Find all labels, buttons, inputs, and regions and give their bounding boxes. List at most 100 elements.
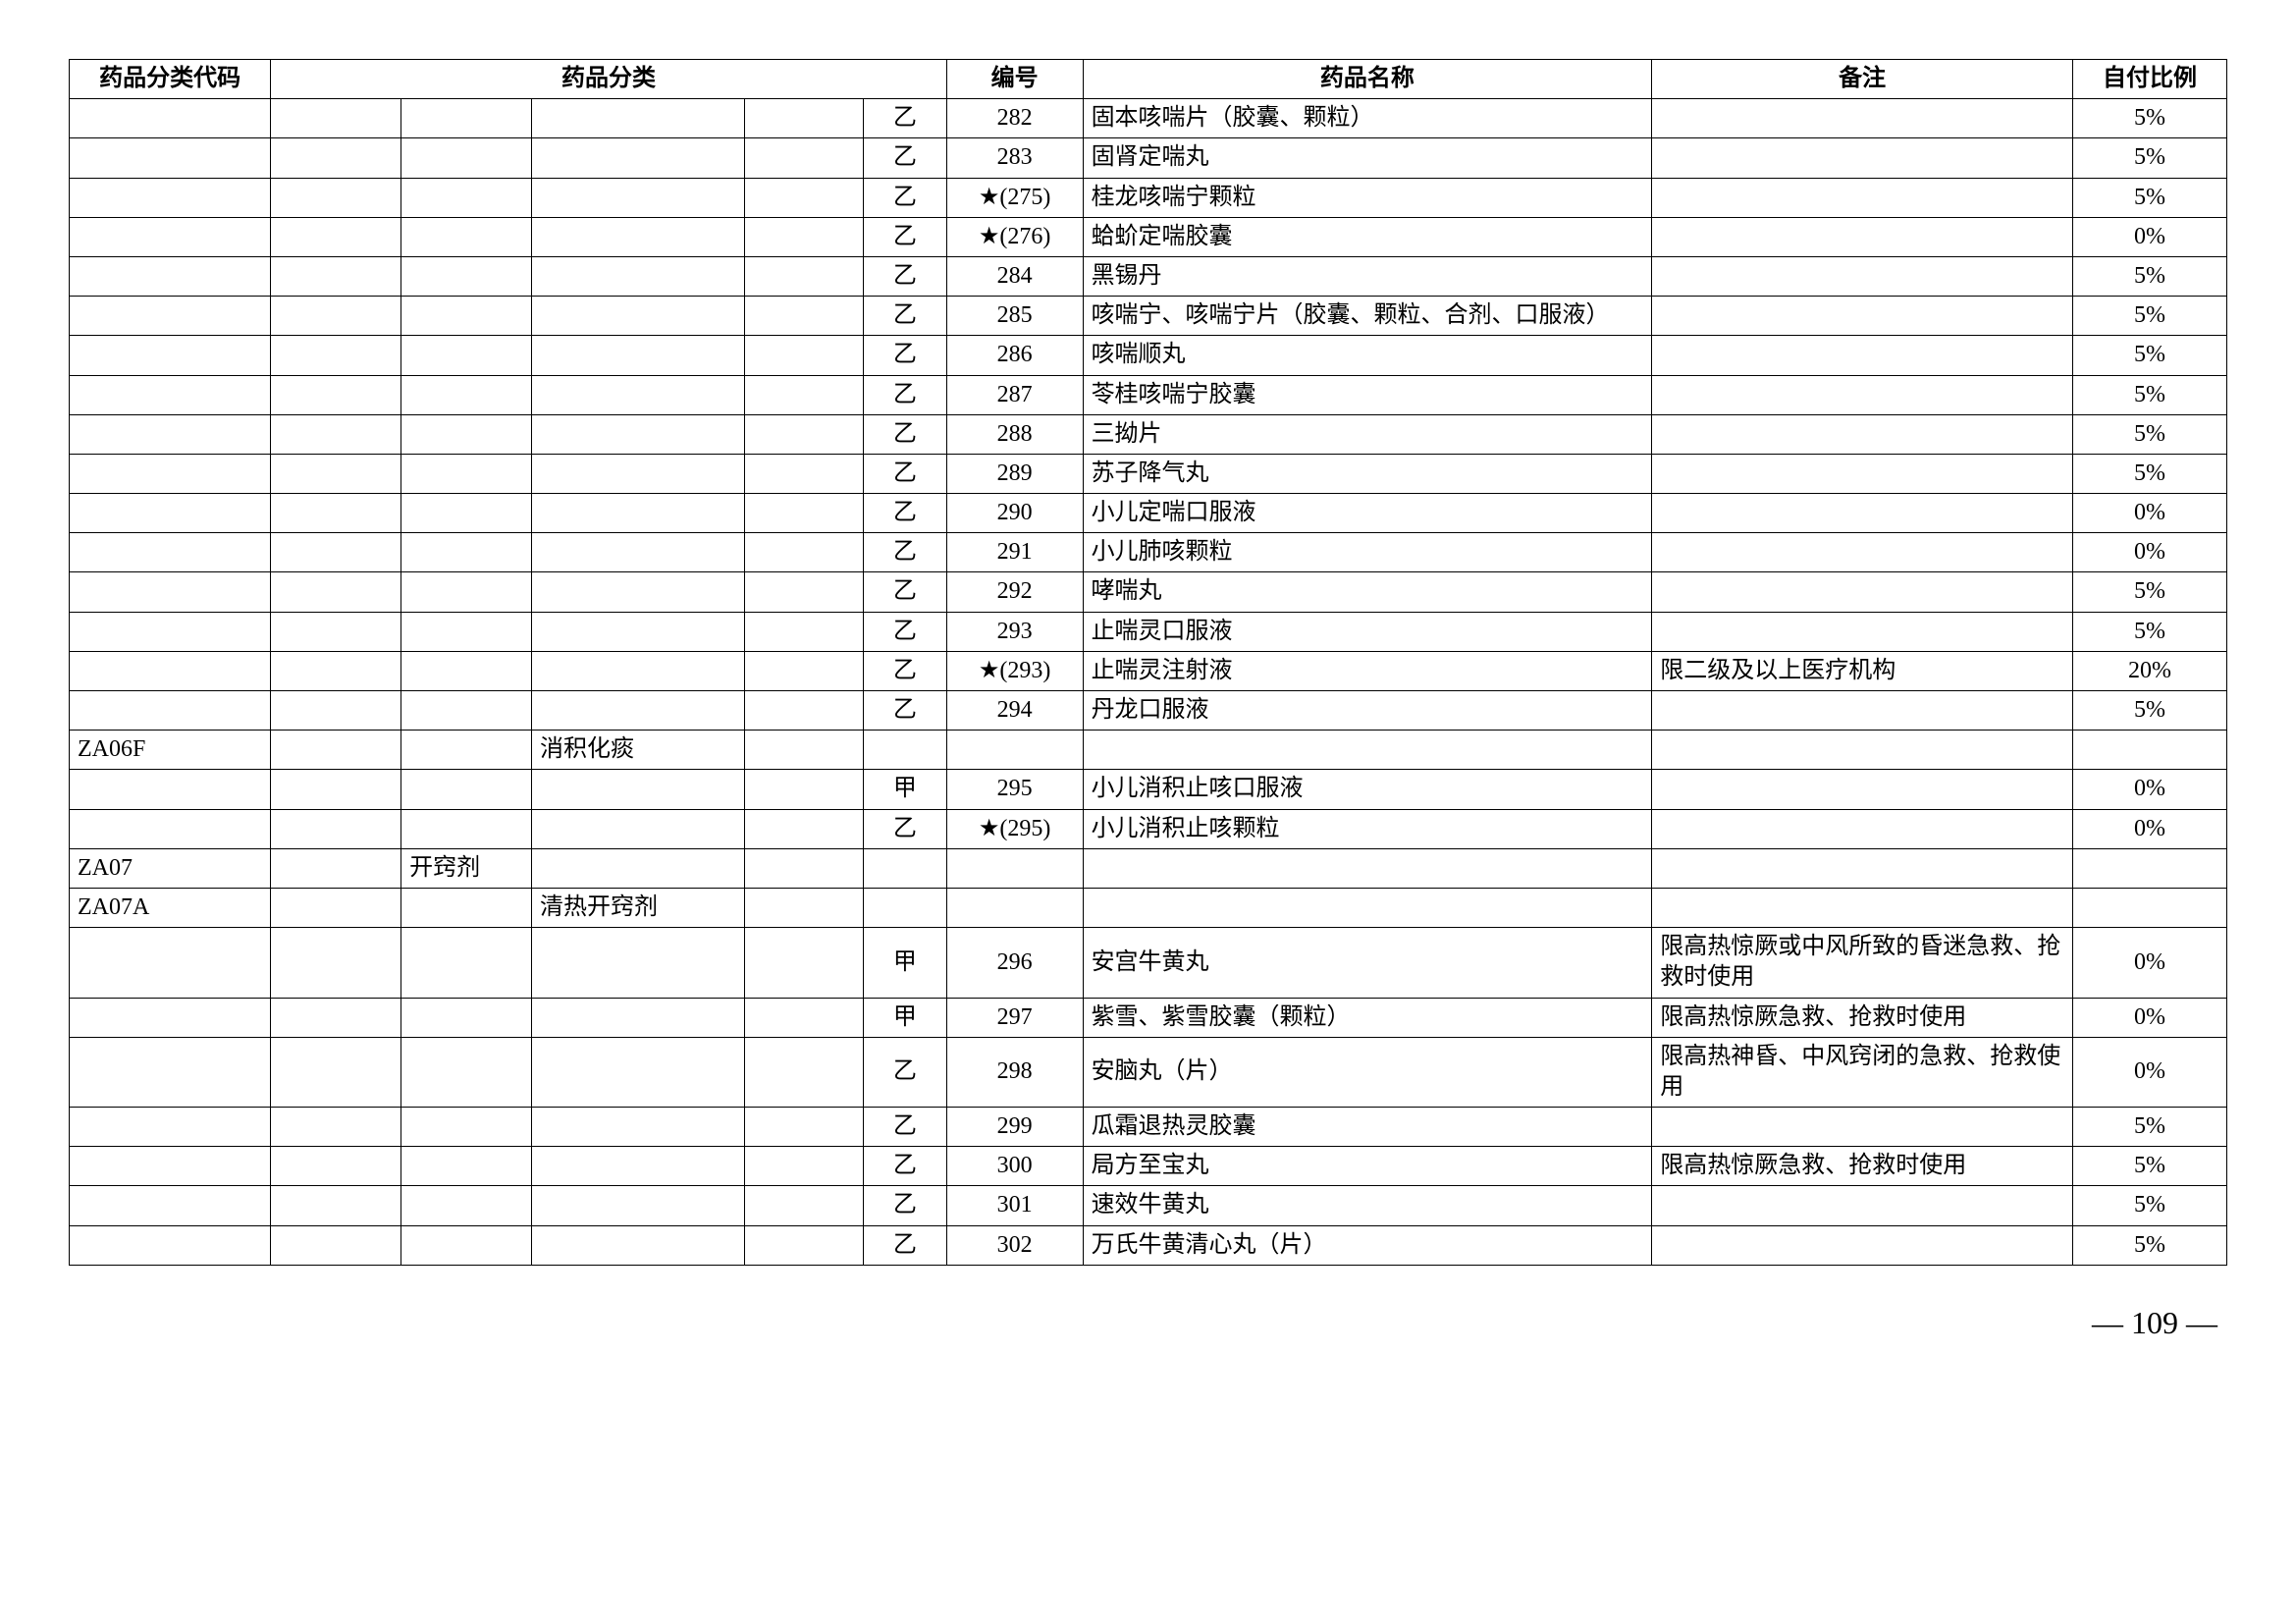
cell-code bbox=[70, 928, 271, 998]
table-row: 乙287苓桂咳喘宁胶囊5% bbox=[70, 375, 2227, 414]
table-row: 乙★(295)小儿消积止咳颗粒0% bbox=[70, 809, 2227, 848]
cell-num: ★(293) bbox=[946, 651, 1083, 690]
cell-name: 苏子降气丸 bbox=[1083, 454, 1652, 493]
cell-code bbox=[70, 178, 271, 217]
cell-cat1 bbox=[271, 809, 401, 848]
cell-cat2 bbox=[401, 809, 532, 848]
table-row: 乙284黑锡丹5% bbox=[70, 256, 2227, 296]
table-row: 乙292哮喘丸5% bbox=[70, 572, 2227, 612]
header-category: 药品分类 bbox=[271, 60, 946, 99]
cell-ratio: 5% bbox=[2072, 178, 2226, 217]
cell-note: 限高热惊厥急救、抢救时使用 bbox=[1652, 1147, 2073, 1186]
cell-num: 287 bbox=[946, 375, 1083, 414]
cell-ratio: 0% bbox=[2072, 533, 2226, 572]
cell-ratio bbox=[2072, 731, 2226, 770]
cell-num: 282 bbox=[946, 99, 1083, 138]
cell-cat1 bbox=[271, 178, 401, 217]
cell-code bbox=[70, 533, 271, 572]
cell-cat3 bbox=[531, 256, 744, 296]
cell-num: 302 bbox=[946, 1225, 1083, 1265]
cell-note: 限二级及以上医疗机构 bbox=[1652, 651, 2073, 690]
cell-num: 295 bbox=[946, 770, 1083, 809]
cell-cat1 bbox=[271, 336, 401, 375]
cell-num bbox=[946, 731, 1083, 770]
cell-cat3 bbox=[531, 612, 744, 651]
table-row: 乙288三拗片5% bbox=[70, 414, 2227, 454]
cell-name: 丹龙口服液 bbox=[1083, 691, 1652, 731]
cell-note: 限高热神昏、中风窍闭的急救、抢救使用 bbox=[1652, 1037, 2073, 1107]
cell-cat2 bbox=[401, 691, 532, 731]
cell-ratio: 0% bbox=[2072, 770, 2226, 809]
cell-cat2 bbox=[401, 336, 532, 375]
cell-code bbox=[70, 998, 271, 1037]
cell-cat1 bbox=[271, 256, 401, 296]
cell-code: ZA06F bbox=[70, 731, 271, 770]
cell-ratio: 0% bbox=[2072, 998, 2226, 1037]
cell-cat1 bbox=[271, 770, 401, 809]
cell-grade: 乙 bbox=[864, 612, 947, 651]
cell-cat3 bbox=[531, 770, 744, 809]
cell-num: 293 bbox=[946, 612, 1083, 651]
cell-note bbox=[1652, 336, 2073, 375]
cell-cat2 bbox=[401, 770, 532, 809]
cell-ratio: 5% bbox=[2072, 99, 2226, 138]
cell-note bbox=[1652, 691, 2073, 731]
cell-grade: 乙 bbox=[864, 375, 947, 414]
cell-cat1 bbox=[271, 138, 401, 178]
table-row: 乙294丹龙口服液5% bbox=[70, 691, 2227, 731]
cell-grade: 乙 bbox=[864, 651, 947, 690]
cell-cat1 bbox=[271, 1037, 401, 1107]
table-row: ZA07A清热开窍剂 bbox=[70, 888, 2227, 927]
cell-ratio: 5% bbox=[2072, 297, 2226, 336]
cell-note bbox=[1652, 1186, 2073, 1225]
cell-cat4 bbox=[745, 928, 864, 998]
table-row: 乙286咳喘顺丸5% bbox=[70, 336, 2227, 375]
cell-ratio: 5% bbox=[2072, 256, 2226, 296]
cell-note bbox=[1652, 138, 2073, 178]
cell-ratio: 5% bbox=[2072, 375, 2226, 414]
cell-cat3 bbox=[531, 217, 744, 256]
table-row: 乙301速效牛黄丸5% bbox=[70, 1186, 2227, 1225]
cell-note bbox=[1652, 178, 2073, 217]
header-code: 药品分类代码 bbox=[70, 60, 271, 99]
cell-num bbox=[946, 848, 1083, 888]
cell-num: 292 bbox=[946, 572, 1083, 612]
cell-cat1 bbox=[271, 217, 401, 256]
cell-cat3 bbox=[531, 848, 744, 888]
cell-cat1 bbox=[271, 99, 401, 138]
cell-ratio bbox=[2072, 888, 2226, 927]
cell-cat3 bbox=[531, 454, 744, 493]
cell-grade: 甲 bbox=[864, 770, 947, 809]
cell-note: 限高热惊厥急救、抢救时使用 bbox=[1652, 998, 2073, 1037]
cell-grade: 乙 bbox=[864, 99, 947, 138]
cell-num: ★(295) bbox=[946, 809, 1083, 848]
cell-cat4 bbox=[745, 533, 864, 572]
cell-cat2 bbox=[401, 572, 532, 612]
cell-code bbox=[70, 256, 271, 296]
table-row: 甲296安宫牛黄丸限高热惊厥或中风所致的昏迷急救、抢救时使用0% bbox=[70, 928, 2227, 998]
cell-grade: 甲 bbox=[864, 998, 947, 1037]
cell-cat4 bbox=[745, 99, 864, 138]
cell-ratio: 5% bbox=[2072, 1147, 2226, 1186]
cell-name: 止喘灵注射液 bbox=[1083, 651, 1652, 690]
cell-cat4 bbox=[745, 1147, 864, 1186]
cell-note bbox=[1652, 256, 2073, 296]
cell-cat3 bbox=[531, 928, 744, 998]
cell-cat2 bbox=[401, 1147, 532, 1186]
cell-code bbox=[70, 770, 271, 809]
cell-name: 桂龙咳喘宁颗粒 bbox=[1083, 178, 1652, 217]
cell-grade: 乙 bbox=[864, 297, 947, 336]
cell-cat3 bbox=[531, 99, 744, 138]
cell-cat4 bbox=[745, 809, 864, 848]
cell-cat1 bbox=[271, 414, 401, 454]
cell-cat4 bbox=[745, 998, 864, 1037]
cell-cat4 bbox=[745, 1225, 864, 1265]
cell-cat4 bbox=[745, 651, 864, 690]
cell-cat1 bbox=[271, 888, 401, 927]
cell-grade: 乙 bbox=[864, 809, 947, 848]
cell-cat4 bbox=[745, 612, 864, 651]
cell-cat1 bbox=[271, 691, 401, 731]
cell-cat4 bbox=[745, 454, 864, 493]
cell-code bbox=[70, 691, 271, 731]
cell-code bbox=[70, 612, 271, 651]
